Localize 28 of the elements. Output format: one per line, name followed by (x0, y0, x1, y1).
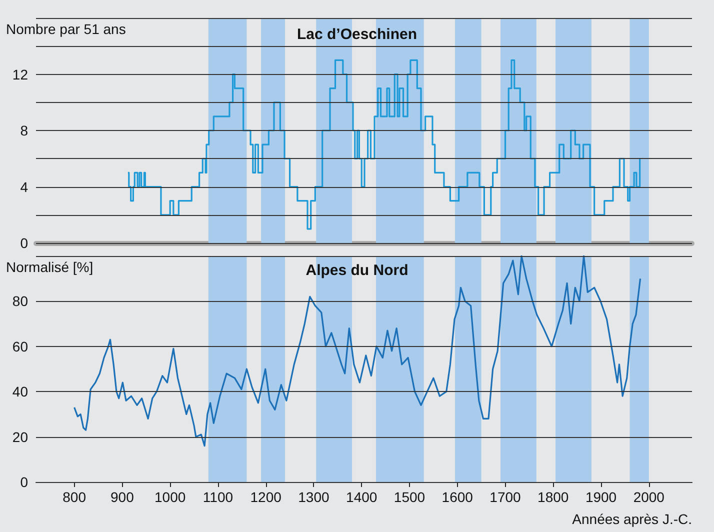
x-tick-label: 1200 (250, 489, 282, 505)
x-tick-label: 1800 (538, 489, 569, 505)
y-tick-label: 4 (20, 178, 28, 195)
y-tick-label: 20 (12, 428, 28, 445)
chart-title: Alpes du Nord (306, 262, 408, 279)
x-tick-label: 1300 (298, 489, 330, 505)
y-tick-label: 80 (12, 293, 28, 310)
x-tick-label: 800 (62, 489, 86, 505)
y-tick-label: 12 (12, 66, 28, 82)
x-axis-title: Années après J.-C. (572, 511, 692, 527)
y-tick-label: 0 (20, 474, 28, 490)
x-tick-label: 2000 (633, 489, 665, 505)
x-tick-label: 1900 (585, 489, 617, 505)
x-tick-label: 1600 (442, 489, 474, 505)
x-tick-label: 1000 (154, 489, 186, 505)
y-tick-label: 0 (20, 235, 28, 251)
x-tick-label: 900 (110, 489, 134, 505)
x-tick-label: 1100 (202, 489, 234, 505)
y-tick-label: 60 (12, 338, 28, 354)
x-tick-label: 1700 (490, 489, 522, 505)
line-series (74, 255, 642, 447)
y-axis-title: Normalisé [%] (6, 259, 94, 275)
x-tick-label: 1500 (394, 489, 426, 505)
y-tick-label: 8 (20, 122, 28, 138)
y-tick-label: 40 (12, 384, 28, 400)
text: Lac d’Oeschinen (296, 26, 418, 43)
y-axis-title: Nombre par 51 ans (6, 21, 126, 37)
x-tick-label: 1400 (346, 489, 378, 505)
